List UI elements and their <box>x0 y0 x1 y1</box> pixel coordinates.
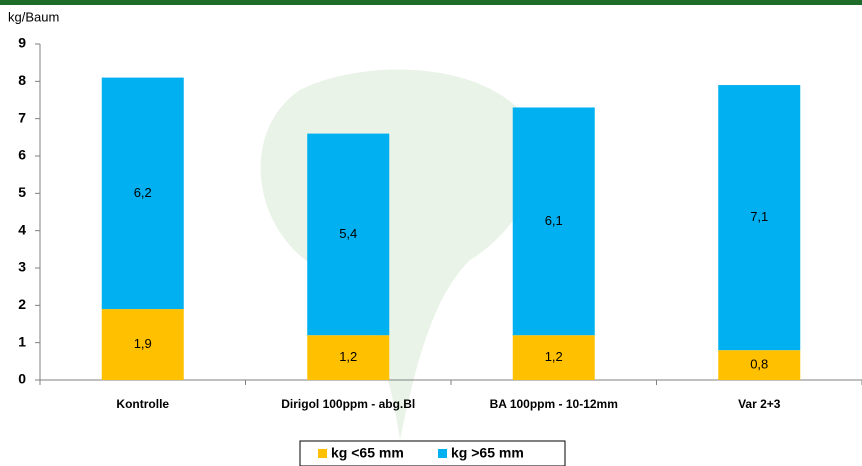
bar-segment <box>512 107 595 336</box>
y-tick-label: 7 <box>18 109 26 125</box>
data-label: 6,2 <box>134 185 152 200</box>
top-band <box>0 0 862 5</box>
data-label: 1,2 <box>339 349 357 364</box>
bar-segment <box>307 133 390 336</box>
bar-segment <box>101 309 184 380</box>
data-label: 6,1 <box>545 213 563 228</box>
data-label: 7,1 <box>750 209 768 224</box>
watermark <box>260 69 537 440</box>
data-label: 5,4 <box>339 226 357 241</box>
y-axis-label: kg/Baum <box>8 9 59 24</box>
data-label: 1,2 <box>545 349 563 364</box>
legend-label: kg <65 mm <box>331 445 404 461</box>
legend-box <box>299 440 566 466</box>
x-tick-label: BA 100ppm - 10-12mm <box>490 397 618 411</box>
legend-swatch <box>318 449 327 458</box>
y-tick-label: 8 <box>18 72 26 88</box>
bar-segment <box>718 350 801 380</box>
y-tick-label: 0 <box>18 371 26 387</box>
y-tick-label: 5 <box>18 184 26 200</box>
y-tick-label: 4 <box>18 221 26 237</box>
bar-segment <box>718 85 801 351</box>
y-tick-label: 1 <box>18 333 26 349</box>
y-tick-label: 3 <box>18 259 26 275</box>
x-tick-label: Kontrolle <box>116 397 169 411</box>
legend-label: kg >65 mm <box>451 445 524 461</box>
bar-segment <box>307 335 390 380</box>
data-label: 0,8 <box>750 357 768 372</box>
y-tick-label: 6 <box>18 147 26 163</box>
bar-segment <box>512 335 595 380</box>
y-tick-label: 2 <box>18 296 26 312</box>
legend-swatch <box>438 449 447 458</box>
data-label: 1,9 <box>134 336 152 351</box>
x-tick-label: Dirigol 100ppm - abg.Bl <box>281 397 415 411</box>
bar-segment <box>101 77 184 310</box>
x-tick-label: Var 2+3 <box>738 397 781 411</box>
y-tick-label: 9 <box>18 35 26 51</box>
